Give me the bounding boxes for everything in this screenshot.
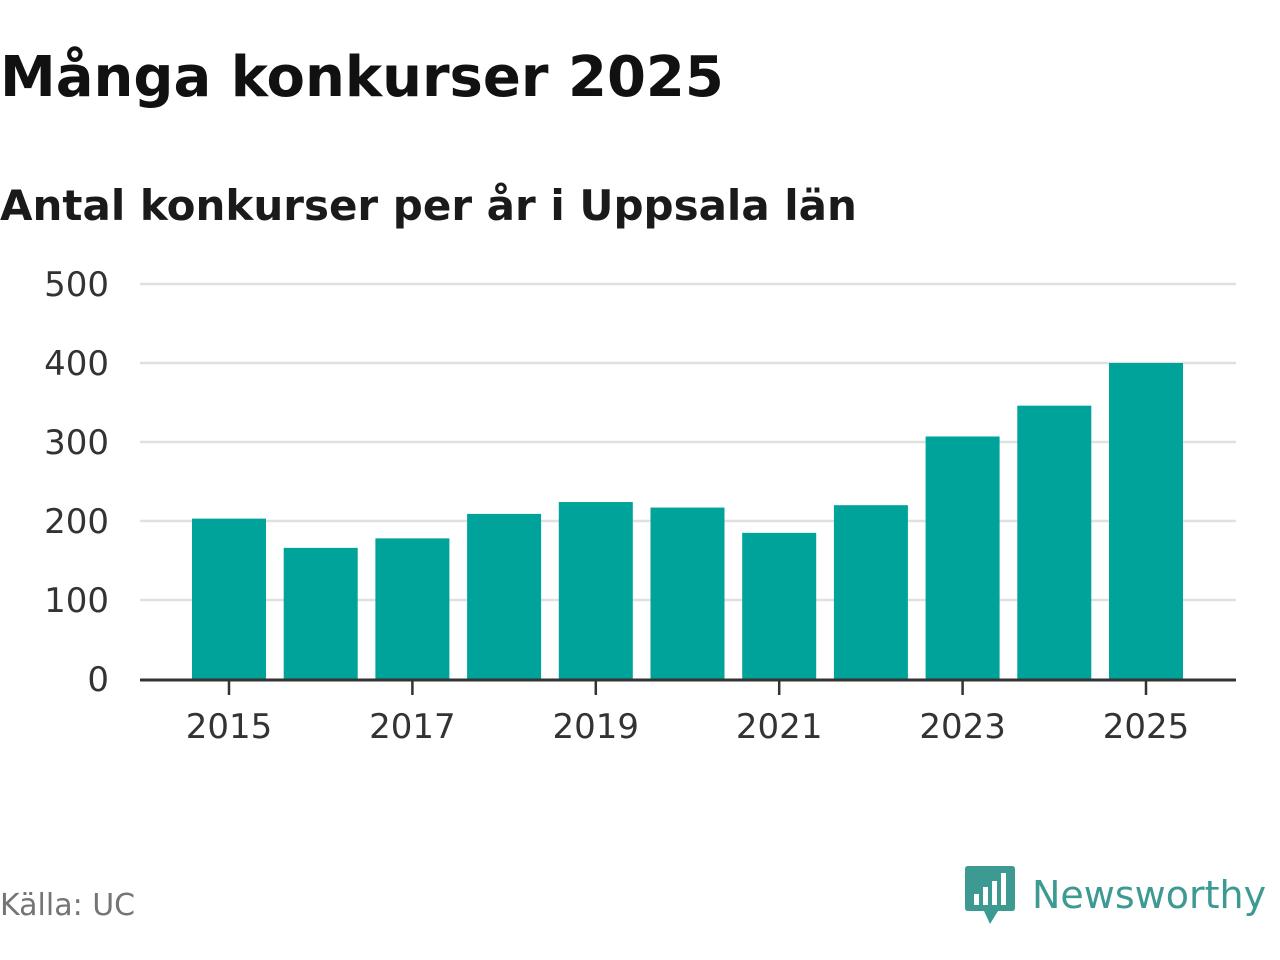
chart-title: Många konkurser 2025 — [0, 45, 724, 110]
newsworthy-logo-icon — [965, 866, 1015, 924]
bar-2023 — [925, 436, 1000, 679]
bar-2024 — [1017, 405, 1092, 679]
bar-2025 — [1109, 363, 1183, 679]
x-tick-label: 2021 — [736, 707, 823, 747]
bar-2015 — [192, 518, 266, 679]
axes — [140, 678, 1236, 695]
bar-2019 — [558, 502, 633, 679]
y-tick-label: 200 — [44, 502, 109, 542]
x-tick-label: 2023 — [919, 707, 1006, 747]
y-tick-label: 300 — [44, 423, 109, 463]
bars — [192, 363, 1183, 679]
bar-2022 — [833, 505, 908, 679]
brand: Newsworthy — [964, 862, 1266, 928]
y-tick-label: 100 — [44, 581, 109, 621]
tick-labels: 0 100 200 300 400 500 2015 2017 2019 2021 2023 2025 — [44, 265, 1189, 747]
bar-2020 — [650, 507, 725, 679]
x-tick-label: 2019 — [553, 707, 640, 747]
bar-2017 — [375, 538, 450, 679]
y-tick-label: 500 — [44, 265, 109, 305]
x-tick-label: 2017 — [369, 707, 456, 747]
bar-2018 — [467, 513, 542, 679]
chart-subtitle: Antal konkurser per år i Uppsala län — [0, 181, 857, 230]
bar-2021 — [742, 532, 817, 679]
y-tick-label: 400 — [44, 344, 109, 384]
source-note: Källa: UC — [0, 888, 136, 923]
x-tick-label: 2015 — [186, 707, 273, 747]
brand-name: Newsworthy — [1032, 873, 1267, 917]
x-tick-label: 2025 — [1103, 707, 1190, 747]
y-tick-label: 0 — [87, 660, 109, 700]
bar-2016 — [283, 547, 358, 679]
